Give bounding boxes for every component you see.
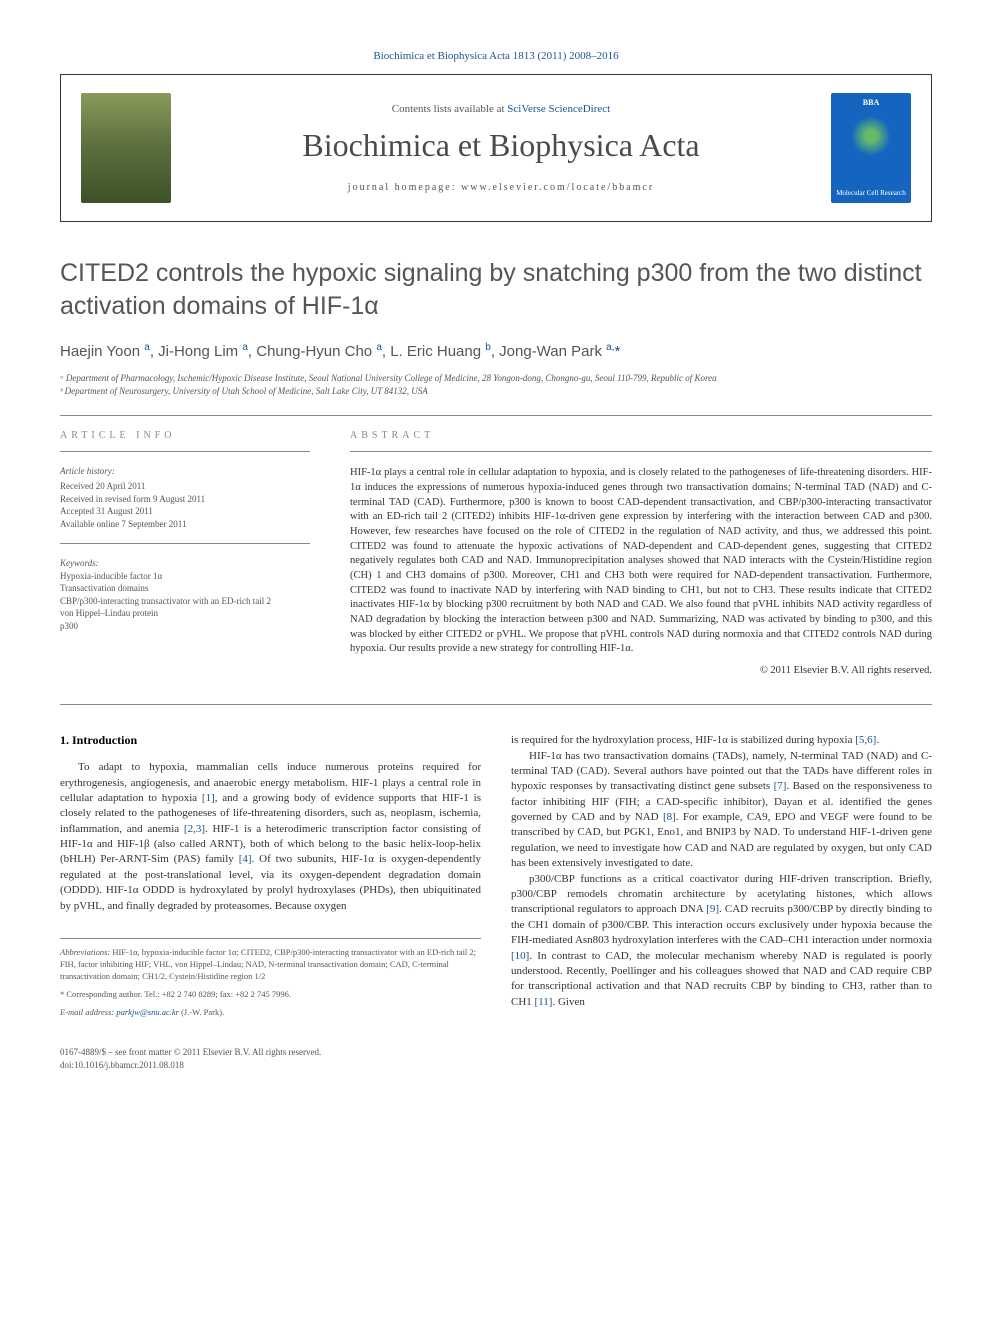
history-received: Received 20 April 2011: [60, 480, 310, 493]
email-suffix: (J.-W. Park).: [179, 1007, 224, 1017]
journal-name: Biochimica et Biophysica Acta: [191, 127, 811, 164]
journal-homepage: journal homepage: www.elsevier.com/locat…: [191, 182, 811, 193]
divider: [60, 704, 932, 705]
ref-link[interactable]: [7]: [774, 780, 787, 792]
intro-para1: To adapt to hypoxia, mammalian cells ind…: [60, 760, 481, 914]
sciverse-link[interactable]: SciVerse ScienceDirect: [507, 103, 610, 115]
intro-heading: 1. Introduction: [60, 733, 481, 748]
header-center: Contents lists available at SciVerse Sci…: [171, 103, 831, 193]
divider: [60, 415, 932, 416]
keyword: Transactivation domains: [60, 582, 310, 595]
journal-cover: BBA Molecular Cell Research: [831, 93, 911, 203]
text: . Given: [552, 996, 584, 1008]
journal-citation[interactable]: Biochimica et Biophysica Acta 1813 (2011…: [60, 50, 932, 62]
email-line: E-mail address: parkjw@snu.ac.kr (J.-W. …: [60, 1007, 481, 1019]
abbrev-label: Abbreviations:: [60, 947, 110, 957]
divider: [350, 451, 932, 452]
ref-link[interactable]: [11]: [535, 996, 553, 1008]
contents-list: Contents lists available at SciVerse Sci…: [191, 103, 811, 115]
text: is required for the hydroxylation proces…: [511, 734, 855, 746]
abbrev-text: HIF-1α, hypoxia-inducible factor 1α; CIT…: [60, 947, 476, 981]
keyword: von Hippel–Lindau protein: [60, 607, 310, 620]
doi-section: 0167-4889/$ – see front matter © 2011 El…: [60, 1046, 481, 1071]
email-link[interactable]: parkjw@snu.ac.kr: [116, 1007, 179, 1017]
journal-header: Contents lists available at SciVerse Sci…: [60, 74, 932, 222]
intro-para2: HIF-1α has two transactivation domains (…: [511, 749, 932, 872]
column-left: 1. Introduction To adapt to hypoxia, mam…: [60, 733, 481, 1072]
corresponding-author: * Corresponding author. Tel.: +82 2 740 …: [60, 989, 481, 1001]
history-revised: Received in revised form 9 August 2011: [60, 493, 310, 506]
abstract-section: ABSTRACT HIF-1α plays a central role in …: [350, 430, 932, 676]
col2-continuation: is required for the hydroxylation proces…: [511, 733, 932, 748]
ref-link[interactable]: [9]: [706, 903, 719, 915]
divider: [60, 451, 310, 452]
keyword: p300: [60, 620, 310, 633]
history-online: Available online 7 September 2011: [60, 518, 310, 531]
abstract-heading: ABSTRACT: [350, 430, 932, 441]
copyright: © 2011 Elsevier B.V. All rights reserved…: [350, 665, 932, 676]
article-info: ARTICLE INFO Article history: Received 2…: [60, 430, 310, 676]
abstract-text: HIF-1α plays a central role in cellular …: [350, 466, 932, 657]
history-label: Article history:: [60, 466, 310, 476]
affiliations: ᵃ Department of Pharmacology, Ischemic/H…: [60, 372, 932, 397]
intro-para3: p300/CBP functions as a critical coactiv…: [511, 872, 932, 1011]
keywords-label: Keywords:: [60, 558, 310, 568]
ref-link[interactable]: [8]: [663, 811, 676, 823]
affiliation-a: ᵃ Department of Pharmacology, Ischemic/H…: [60, 372, 932, 385]
ref-link[interactable]: [1]: [202, 792, 215, 804]
meta-section: ARTICLE INFO Article history: Received 2…: [60, 430, 932, 676]
cover-label: Molecular Cell Research: [836, 189, 906, 203]
ref-link[interactable]: [10]: [511, 950, 529, 962]
issn-line: 0167-4889/$ – see front matter © 2011 El…: [60, 1046, 481, 1059]
cover-abbrev: BBA: [863, 99, 879, 108]
footer-abbreviations: Abbreviations: HIF-1α, hypoxia-inducible…: [60, 938, 481, 1018]
divider: [60, 543, 310, 544]
affiliation-b: ᵇ Department of Neurosurgery, University…: [60, 385, 932, 398]
ref-link[interactable]: [5,6]: [855, 734, 876, 746]
article-info-heading: ARTICLE INFO: [60, 430, 310, 441]
text: .: [876, 734, 879, 746]
ref-link[interactable]: [4]: [239, 853, 252, 865]
molecule-icon: [851, 116, 891, 156]
ref-link[interactable]: [2,3]: [184, 823, 205, 835]
content-columns: 1. Introduction To adapt to hypoxia, mam…: [60, 733, 932, 1072]
keyword: Hypoxia-inducible factor 1α: [60, 570, 310, 583]
elsevier-logo: [81, 93, 171, 203]
article-title: CITED2 controls the hypoxic signaling by…: [60, 257, 932, 322]
column-right: is required for the hydroxylation proces…: [511, 733, 932, 1072]
authors-list: Haejin Yoon a, Ji-Hong Lim a, Chung-Hyun…: [60, 342, 932, 360]
history-accepted: Accepted 31 August 2011: [60, 505, 310, 518]
email-label: E-mail address:: [60, 1007, 116, 1017]
doi-line: doi:10.1016/j.bbamcr.2011.08.018: [60, 1059, 481, 1072]
contents-prefix: Contents lists available at: [392, 103, 507, 115]
keyword: CBP/p300-interacting transactivator with…: [60, 595, 310, 608]
